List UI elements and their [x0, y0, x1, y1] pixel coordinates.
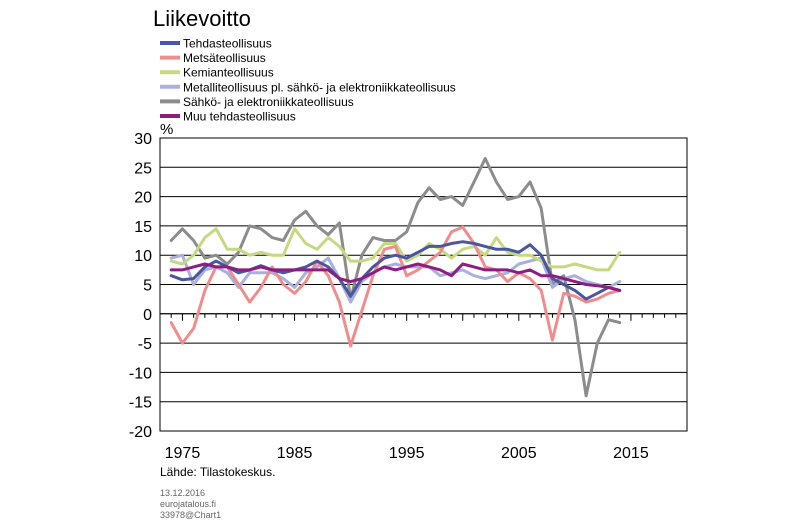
legend-label: Muu tehdasteollisuus	[183, 110, 296, 124]
y-axis-ticks: 30 25 20 15 10 5 0 -5 -10 -15 -20	[129, 131, 152, 441]
series-lines	[169, 157, 622, 398]
y-tick-label: -15	[129, 395, 152, 412]
y-tick-label: 0	[143, 307, 152, 324]
legend: TehdasteollisuusMetsäteollisuusKemianteo…	[160, 37, 456, 124]
y-tick-label: -20	[129, 424, 152, 441]
legend-label: Kemianteollisuus	[183, 66, 274, 80]
x-tick-label: 1975	[165, 445, 201, 462]
series-line	[169, 253, 622, 304]
x-tick-label: 2015	[613, 445, 649, 462]
chart-title: Liikevoitto	[153, 6, 251, 31]
y-tick-label: 5	[143, 278, 152, 295]
x-tick-label: 1985	[277, 445, 313, 462]
meta-date: 13.12.2016	[160, 488, 205, 498]
series-line	[169, 157, 622, 398]
meta-site: eurojatalous.fi	[160, 499, 216, 509]
y-tick-label: 20	[134, 190, 152, 207]
legend-label: Metalliteollisuus pl. sähkö- ja elektron…	[183, 80, 456, 94]
y-axis-unit: %	[160, 121, 173, 138]
source-note: Lähde: Tilastokeskus.	[160, 465, 275, 479]
y-tick-label: 25	[134, 160, 152, 177]
y-tick-label: 10	[134, 248, 152, 265]
y-tick-label: -10	[129, 365, 152, 382]
y-tick-label: 30	[134, 131, 152, 148]
series-line	[169, 262, 622, 292]
legend-label: Metsäteollisuus	[183, 51, 266, 65]
series-line	[169, 225, 622, 348]
plot-frame	[159, 137, 688, 432]
legend-label: Sähkö- ja elektroniikkateollisuus	[183, 95, 354, 109]
legend-label: Tehdasteollisuus	[183, 37, 272, 51]
x-axis-ticks: 1975 1985 1995 2005 2015	[160, 313, 687, 462]
y-tick-label: 15	[134, 219, 152, 236]
x-tick-label: 1995	[389, 445, 425, 462]
y-tick-label: -5	[138, 336, 152, 353]
meta-chart-id: 33978@Chart1	[160, 510, 221, 520]
x-tick-label: 2005	[501, 445, 537, 462]
